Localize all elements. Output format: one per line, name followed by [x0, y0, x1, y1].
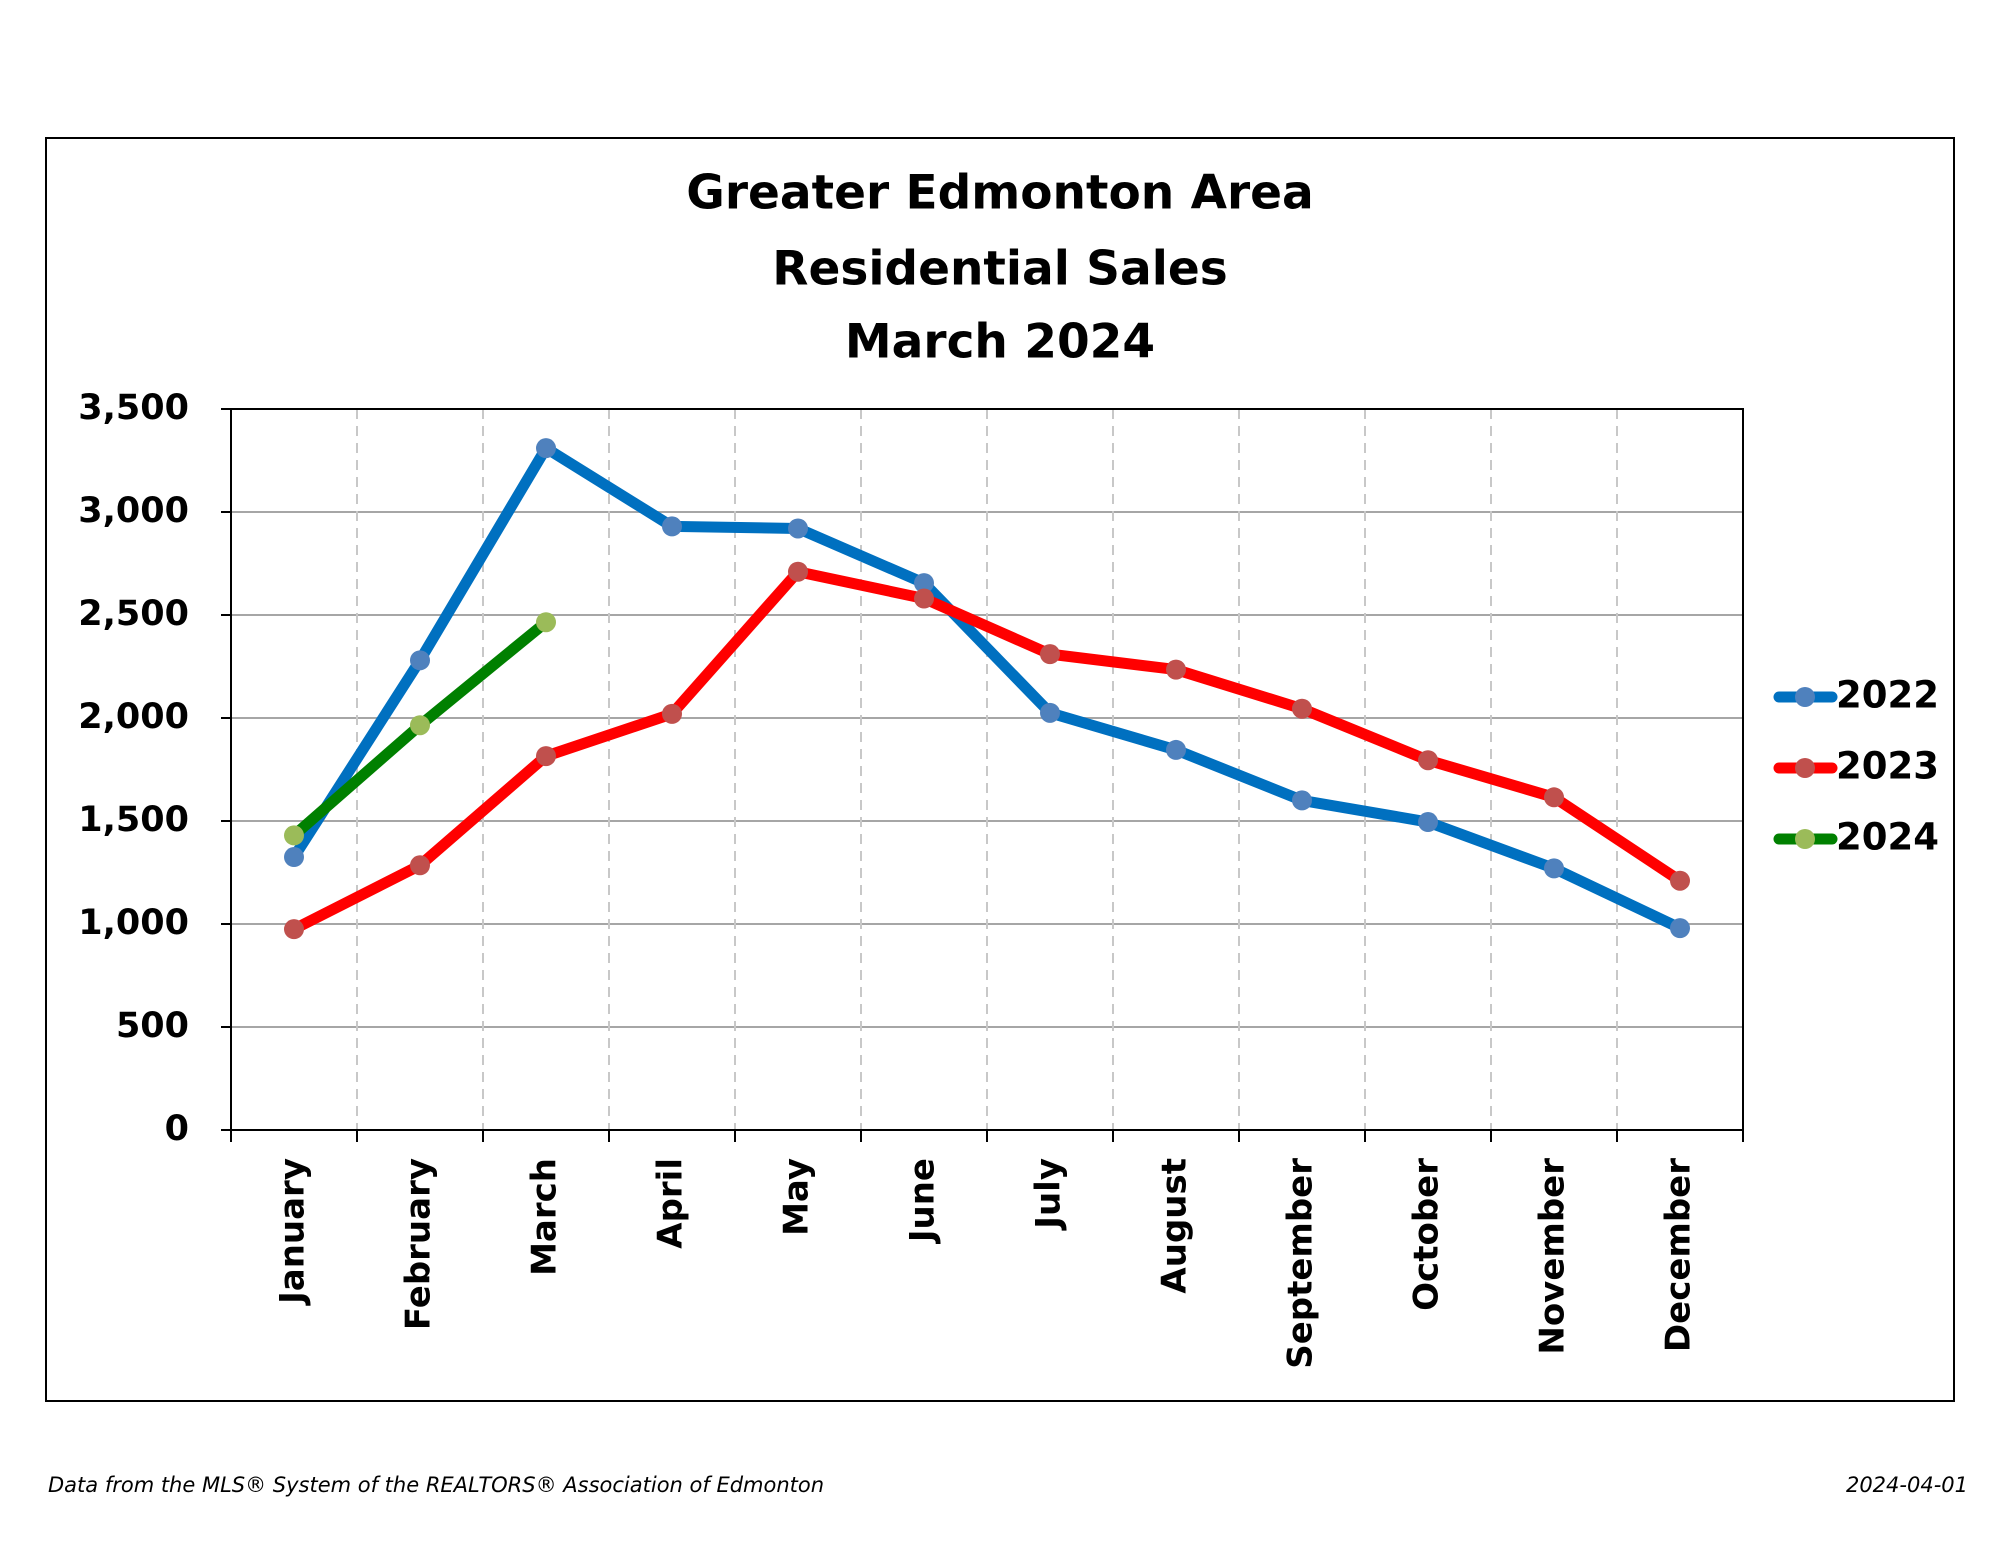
date-note: 2024-04-01 — [1846, 1473, 1968, 1497]
data-point — [410, 855, 430, 876]
data-point — [662, 703, 682, 724]
legend-label: 2023 — [1836, 745, 1939, 788]
y-tick-label: 1,500 — [78, 800, 189, 840]
data-point — [1670, 870, 1690, 891]
data-point — [1292, 790, 1312, 811]
data-point — [1166, 659, 1186, 680]
data-point — [284, 847, 304, 868]
x-tick-label: February — [399, 1158, 439, 1330]
x-tick-label: August — [1155, 1158, 1195, 1294]
data-point — [788, 518, 808, 539]
source-note: Data from the MLS® System of the REALTOR… — [48, 1473, 824, 1497]
series-line — [289, 442, 1683, 934]
chart-title: Residential Sales — [772, 242, 1227, 297]
data-point — [662, 516, 682, 537]
legend-marker — [1795, 829, 1815, 849]
data-point — [536, 438, 556, 459]
legend-marker — [1795, 758, 1815, 778]
plot-border — [230, 408, 1744, 1131]
data-point — [410, 650, 430, 671]
data-point — [1544, 787, 1564, 808]
x-tick-label: January — [273, 1158, 313, 1306]
x-tick-label: May — [777, 1158, 817, 1236]
y-tick-label: 2,500 — [78, 594, 189, 634]
data-point — [1670, 918, 1690, 939]
data-point — [1544, 858, 1564, 879]
data-point — [284, 825, 304, 846]
chart-title: March 2024 — [845, 315, 1155, 370]
data-point — [536, 612, 556, 633]
x-tick-label: September — [1281, 1158, 1321, 1369]
legend-label: 2022 — [1836, 674, 1939, 717]
y-tick-label: 3,500 — [78, 388, 189, 428]
data-point — [284, 919, 304, 940]
x-tick-label: December — [1659, 1158, 1699, 1352]
x-tick-label: April — [651, 1158, 691, 1249]
y-tick-label: 0 — [165, 1109, 189, 1149]
x-tick-label: November — [1533, 1158, 1573, 1355]
series-line — [291, 566, 1684, 935]
x-tick-label: October — [1407, 1158, 1447, 1311]
data-point — [410, 715, 430, 736]
data-point — [788, 561, 808, 582]
data-point — [1040, 702, 1060, 723]
data-point — [914, 573, 934, 594]
x-tick-label: June — [903, 1158, 943, 1244]
legend-label: 2024 — [1836, 816, 1939, 859]
data-point — [1040, 644, 1060, 665]
x-tick-label: March — [525, 1158, 565, 1276]
x-tick-label: July — [1029, 1158, 1069, 1231]
data-point — [1418, 812, 1438, 833]
data-point — [536, 746, 556, 767]
data-point — [914, 588, 934, 609]
chart-title: Greater Edmonton Area — [686, 166, 1313, 221]
y-tick-label: 1,000 — [78, 903, 189, 943]
y-tick-label: 2,000 — [78, 697, 189, 737]
data-point — [1166, 739, 1186, 760]
data-point — [1418, 750, 1438, 771]
data-point — [1292, 698, 1312, 719]
y-tick-label: 500 — [116, 1006, 189, 1046]
legend-marker — [1795, 687, 1815, 707]
y-tick-label: 3,000 — [78, 491, 189, 531]
